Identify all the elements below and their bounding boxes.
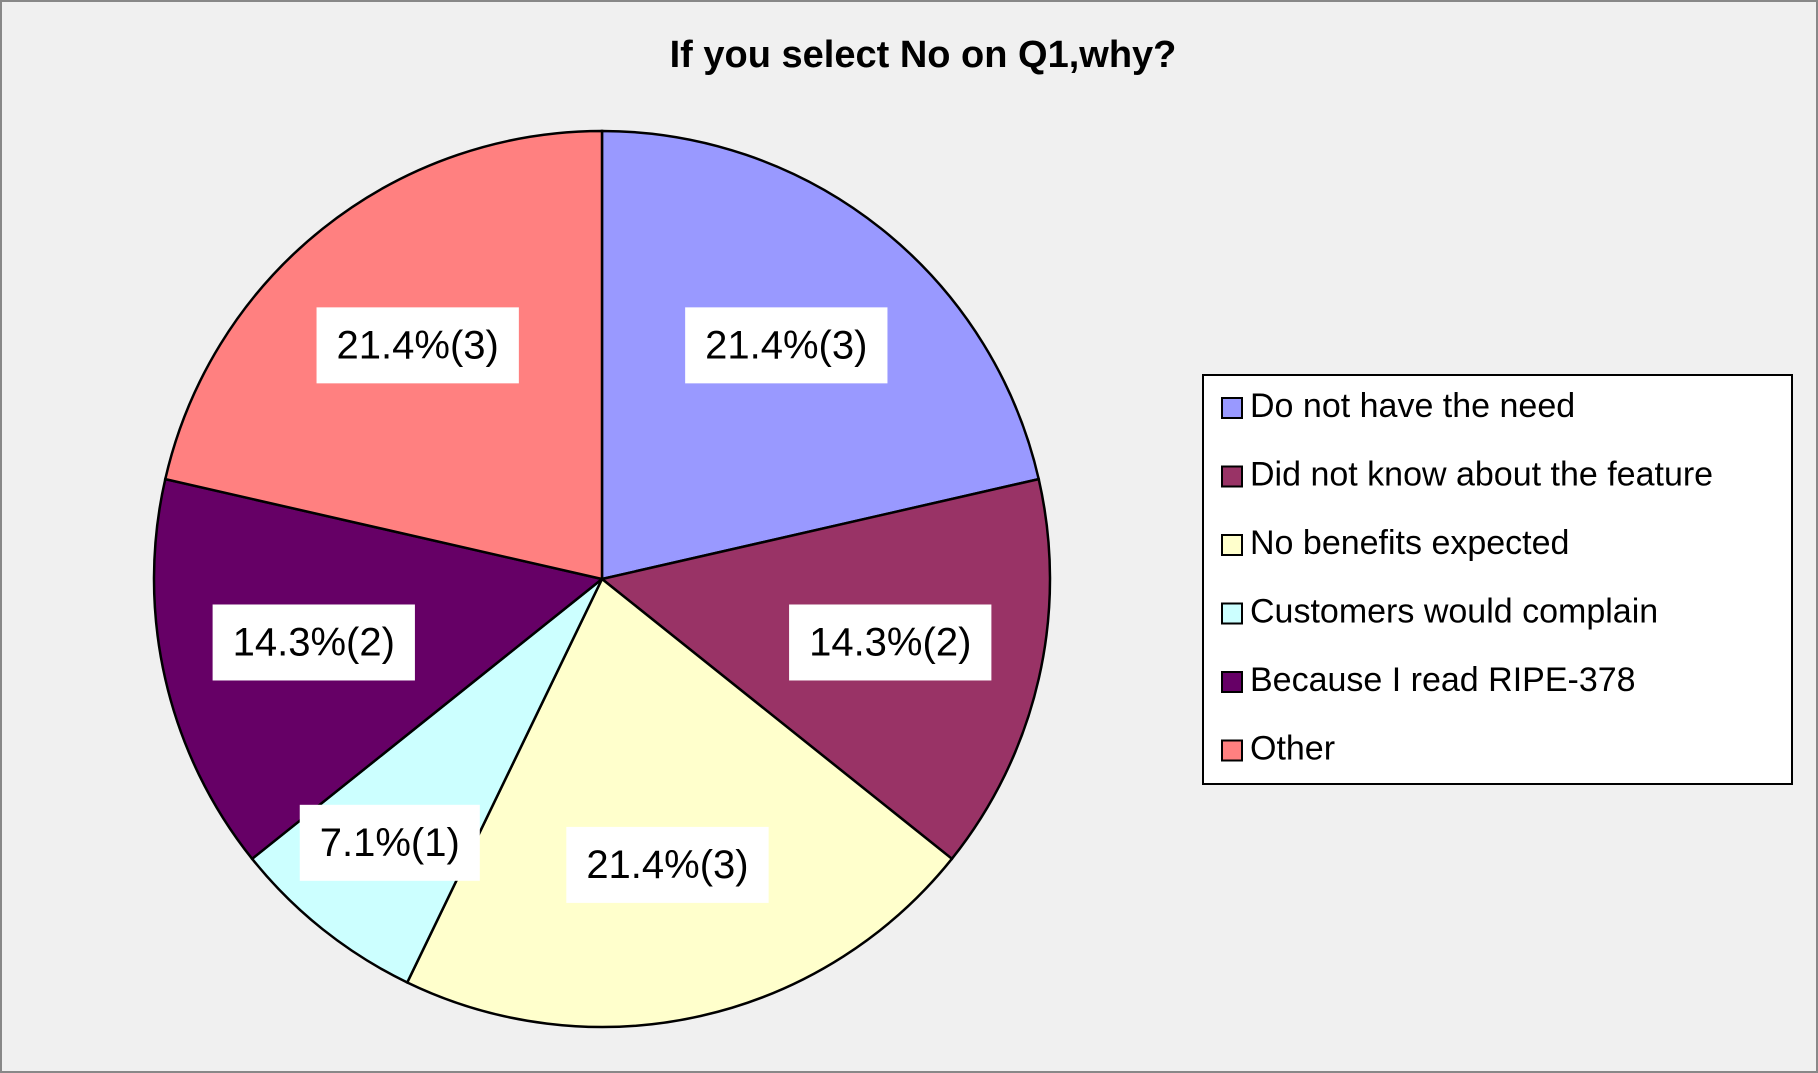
data-label: 21.4%(3): [337, 323, 499, 367]
data-label: 14.3%(2): [809, 620, 971, 664]
legend-swatch: [1221, 602, 1243, 625]
pie-slice: [250, 578, 604, 985]
legend-swatch: [1221, 671, 1243, 693]
legend-label: Other: [1250, 729, 1335, 767]
legend-label: No benefits expected: [1250, 524, 1569, 562]
data-label: 14.3%(2): [233, 620, 395, 664]
legend: Do not have the need Did not know about t…: [1202, 374, 1793, 785]
data-label-box: [789, 604, 992, 681]
data-label: 7.1%(1): [320, 821, 460, 865]
legend-label: Do not have the need: [1250, 387, 1575, 425]
data-label: 21.4%(3): [586, 843, 748, 887]
data-label-box: [566, 826, 769, 903]
legend-box: [1202, 374, 1793, 785]
legend-swatch: [1221, 465, 1243, 488]
legend-label: Customers would complain: [1250, 592, 1658, 630]
legend-label: Did not know about the feature: [1250, 455, 1713, 493]
legend-swatch: [1221, 534, 1243, 556]
data-label-box: [212, 604, 415, 681]
data-labels: 21.4%(3) 14.3%(2) 21.4%(3) 7.1%(1) 14.3%(2) 2…: [212, 307, 992, 903]
data-label: 21.4%(3): [705, 323, 867, 367]
legend-swatch: [1221, 397, 1243, 419]
chart-title: If you select No on Q1,why?: [670, 34, 1177, 76]
legend-label: Because I read RIPE-378: [1250, 661, 1636, 699]
legend-swatch: [1221, 739, 1243, 762]
data-label-box: [299, 804, 480, 881]
data-label-box: [316, 307, 519, 384]
pie-slice: [405, 577, 954, 1029]
data-label-box: [685, 307, 888, 384]
